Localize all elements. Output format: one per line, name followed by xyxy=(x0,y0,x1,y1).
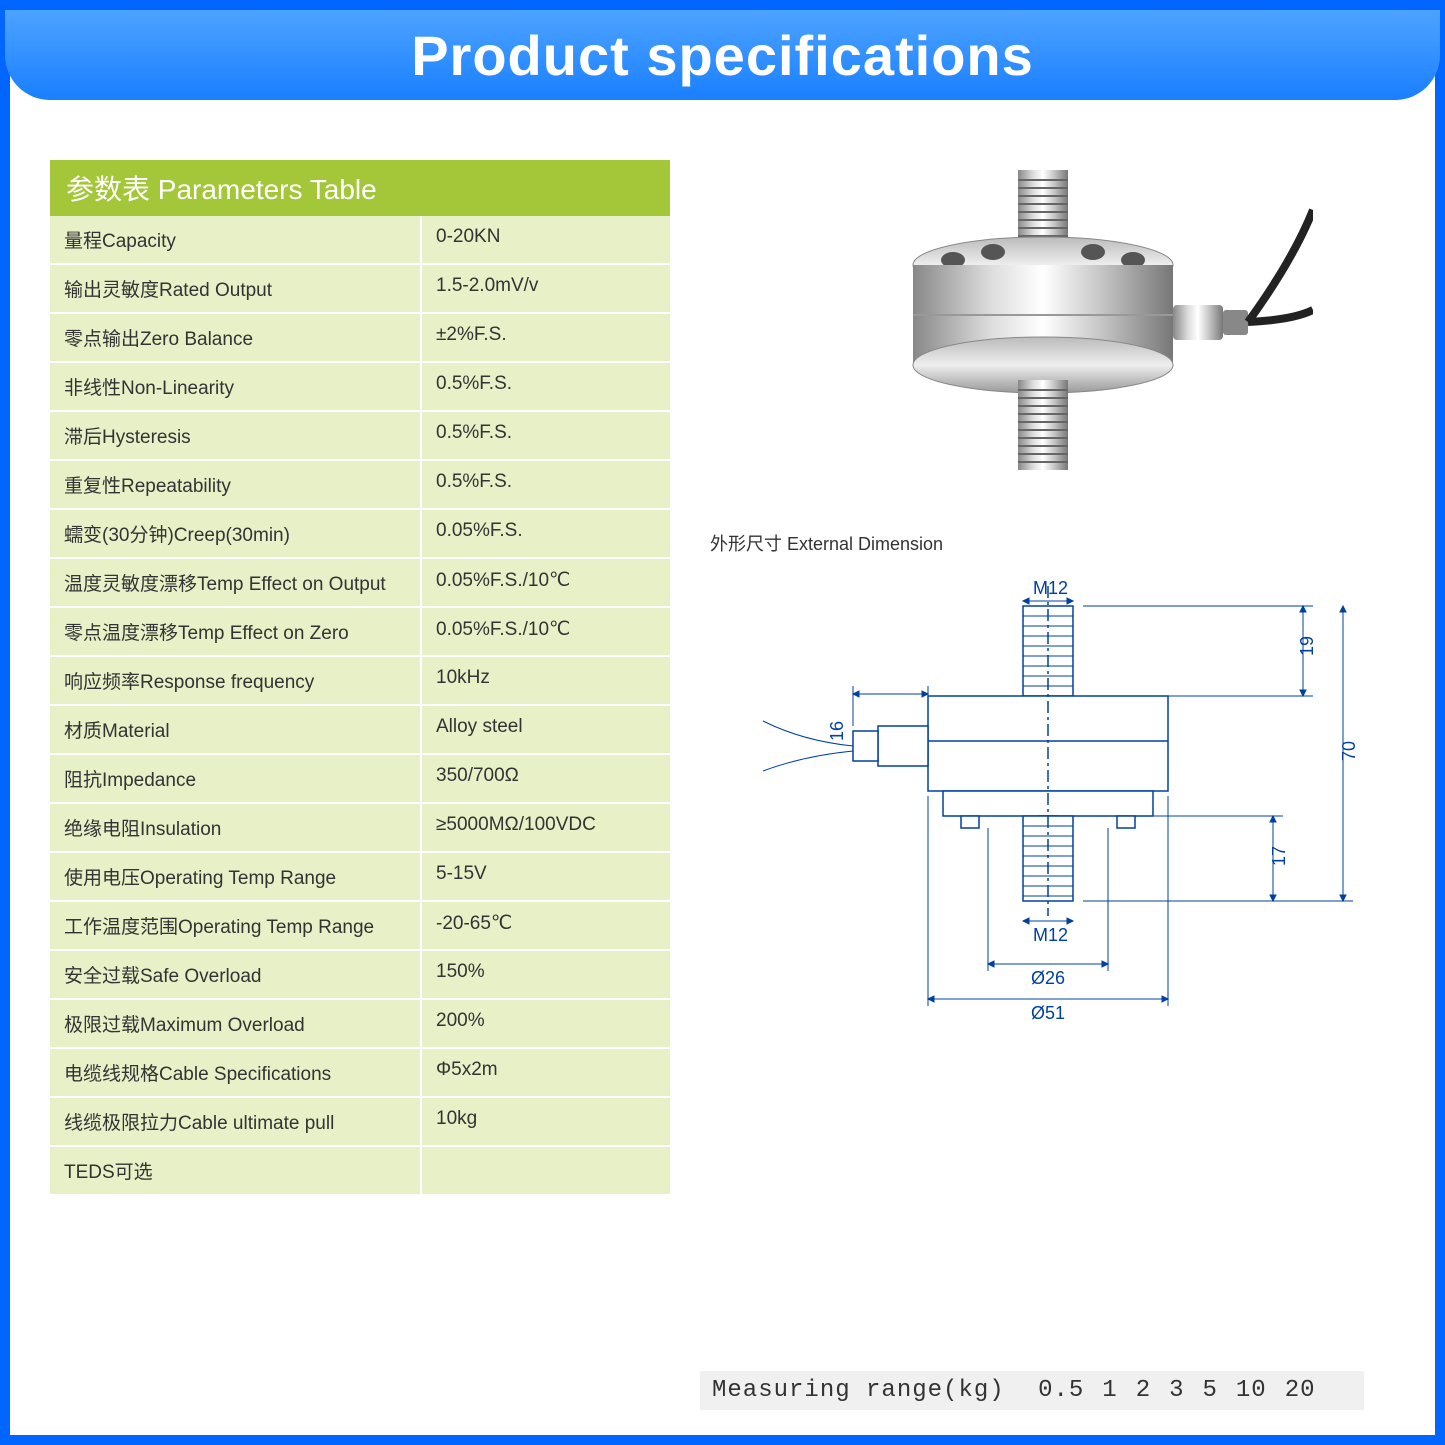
measuring-value: 20 xyxy=(1285,1377,1316,1404)
measuring-range: Measuring range(kg) 0.5 1235 10 20 xyxy=(700,1371,1364,1410)
svg-text:M12: M12 xyxy=(1033,925,1068,945)
product-image xyxy=(793,160,1313,510)
param-label: 响应频率Response frequency xyxy=(50,657,420,704)
param-value: 10kg xyxy=(420,1098,670,1145)
param-label: 输出灵敏度Rated Output xyxy=(50,265,420,312)
param-label: 零点输出Zero Balance xyxy=(50,314,420,361)
param-label: 安全过载Safe Overload xyxy=(50,951,420,998)
measuring-label: Measuring range(kg) xyxy=(712,1377,1005,1404)
table-row: 非线性Non-Linearity0.5%F.S. xyxy=(50,363,670,412)
param-label: 滞后Hysteresis xyxy=(50,412,420,459)
param-value xyxy=(420,1147,670,1194)
table-row: 极限过载Maximum Overload200% xyxy=(50,1000,670,1049)
table-row: 输出灵敏度Rated Output1.5-2.0mV/v xyxy=(50,265,670,314)
param-label: 阻抗Impedance xyxy=(50,755,420,802)
svg-text:19: 19 xyxy=(1297,636,1317,656)
param-label: TEDS可选 xyxy=(50,1147,420,1194)
measuring-value: 5 xyxy=(1203,1377,1218,1404)
table-row: 工作温度范围Operating Temp Range-20-65℃ xyxy=(50,902,670,951)
content-area: 参数表 Parameters Table 量程Capacity0-20KN输出灵… xyxy=(10,100,1435,1216)
table-row: 蠕变(30分钟)Creep(30min)0.05%F.S. xyxy=(50,510,670,559)
table-row: 线缆极限拉力Cable ultimate pull10kg xyxy=(50,1098,670,1147)
param-value: 0.5%F.S. xyxy=(420,363,670,410)
measuring-value: 0.5 xyxy=(1038,1377,1084,1404)
technical-drawing: M12 19 70 17 xyxy=(743,576,1363,1056)
param-value: 10kHz xyxy=(420,657,670,704)
table-row: 阻抗Impedance350/700Ω xyxy=(50,755,670,804)
param-label: 绝缘电阻Insulation xyxy=(50,804,420,851)
param-label: 零点温度漂移Temp Effect on Zero xyxy=(50,608,420,655)
param-label: 温度灵敏度漂移Temp Effect on Output xyxy=(50,559,420,606)
param-value: -20-65℃ xyxy=(420,902,670,949)
param-value: 150% xyxy=(420,951,670,998)
page-title: Product specifications xyxy=(411,23,1034,88)
param-value: 0.05%F.S./10℃ xyxy=(420,608,670,655)
param-value: ±2%F.S. xyxy=(420,314,670,361)
param-label: 电缆线规格Cable Specifications xyxy=(50,1049,420,1096)
param-label: 重复性Repeatability xyxy=(50,461,420,508)
table-row: 零点温度漂移Temp Effect on Zero0.05%F.S./10℃ xyxy=(50,608,670,657)
table-row: 响应频率Response frequency10kHz xyxy=(50,657,670,706)
param-value: 5-15V xyxy=(420,853,670,900)
svg-text:Ø51: Ø51 xyxy=(1031,1003,1065,1023)
param-value: 0.05%F.S. xyxy=(420,510,670,557)
right-column: 外形尺寸 External Dimension xyxy=(700,160,1405,1196)
table-header: 参数表 Parameters Table xyxy=(50,160,670,216)
param-label: 非线性Non-Linearity xyxy=(50,363,420,410)
param-value: Φ5x2m xyxy=(420,1049,670,1096)
table-row: 绝缘电阻Insulation≥5000MΩ/100VDC xyxy=(50,804,670,853)
table-row: 滞后Hysteresis0.5%F.S. xyxy=(50,412,670,461)
table-row: 重复性Repeatability0.5%F.S. xyxy=(50,461,670,510)
param-value: 0.05%F.S./10℃ xyxy=(420,559,670,606)
parameters-table: 参数表 Parameters Table 量程Capacity0-20KN输出灵… xyxy=(50,160,670,1196)
param-value: 350/700Ω xyxy=(420,755,670,802)
measuring-value: 3 xyxy=(1169,1377,1184,1404)
measuring-value: 2 xyxy=(1136,1377,1151,1404)
table-row: 量程Capacity0-20KN xyxy=(50,216,670,265)
page-header: Product specifications xyxy=(5,10,1440,100)
param-label: 材质Material xyxy=(50,706,420,753)
param-value: 200% xyxy=(420,1000,670,1047)
param-label: 工作温度范围Operating Temp Range xyxy=(50,902,420,949)
table-row: TEDS可选 xyxy=(50,1147,670,1196)
param-label: 极限过载Maximum Overload xyxy=(50,1000,420,1047)
measuring-value: 10 xyxy=(1236,1377,1267,1404)
svg-text:17: 17 xyxy=(1269,846,1289,866)
param-label: 量程Capacity xyxy=(50,216,420,263)
table-row: 零点输出Zero Balance±2%F.S. xyxy=(50,314,670,363)
param-value: Alloy steel xyxy=(420,706,670,753)
param-label: 蠕变(30分钟)Creep(30min) xyxy=(50,510,420,557)
param-value: 0-20KN xyxy=(420,216,670,263)
dimension-label: 外形尺寸 External Dimension xyxy=(710,530,1405,556)
table-row: 材质MaterialAlloy steel xyxy=(50,706,670,755)
table-row: 温度灵敏度漂移Temp Effect on Output0.05%F.S./10… xyxy=(50,559,670,608)
param-label: 使用电压Operating Temp Range xyxy=(50,853,420,900)
svg-text:Ø26: Ø26 xyxy=(1031,968,1065,988)
table-row: 使用电压Operating Temp Range5-15V xyxy=(50,853,670,902)
table-row: 安全过载Safe Overload150% xyxy=(50,951,670,1000)
param-label: 线缆极限拉力Cable ultimate pull xyxy=(50,1098,420,1145)
param-value: ≥5000MΩ/100VDC xyxy=(420,804,670,851)
param-value: 0.5%F.S. xyxy=(420,412,670,459)
table-row: 电缆线规格Cable SpecificationsΦ5x2m xyxy=(50,1049,670,1098)
svg-text:M12: M12 xyxy=(1033,578,1068,598)
param-value: 0.5%F.S. xyxy=(420,461,670,508)
param-value: 1.5-2.0mV/v xyxy=(420,265,670,312)
measuring-value: 1 xyxy=(1102,1377,1117,1404)
svg-text:70: 70 xyxy=(1339,741,1359,761)
svg-text:16: 16 xyxy=(827,721,847,741)
